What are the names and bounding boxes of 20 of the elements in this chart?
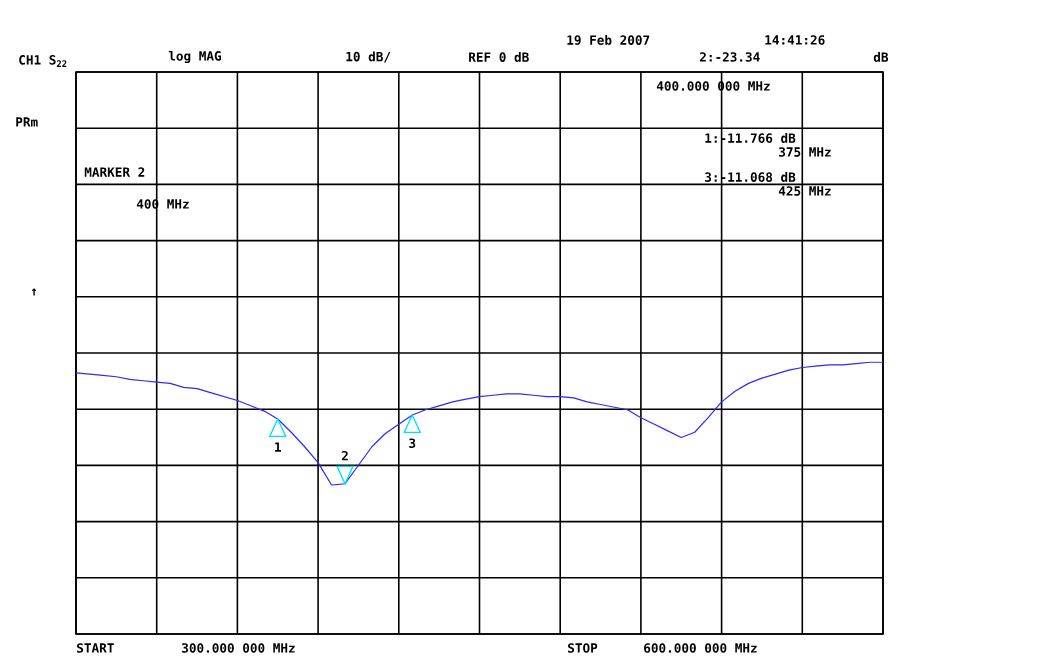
- text: 600.000 000 MHz: [644, 643, 757, 653]
- text: CH1 S$_{22}$: [19, 55, 67, 67]
- text: REF 0 dB: [469, 52, 529, 62]
- text: 2:-23.34: [699, 52, 760, 62]
- text: MARKER 2: [84, 167, 145, 177]
- text: dB: [873, 52, 889, 62]
- text: log MAG: [168, 50, 221, 64]
- annotation: 3: [409, 438, 416, 449]
- text: ↑: [31, 288, 37, 296]
- text: PRm: [16, 117, 38, 127]
- annotation: 1: [275, 442, 281, 452]
- text: STOP: [568, 643, 598, 653]
- text: 10 dB/: [346, 51, 391, 63]
- text: START: [77, 643, 114, 653]
- text: 19 Feb 2007: [567, 35, 650, 45]
- text: 300.000 000 MHz: [182, 643, 295, 653]
- text: 425 MHz: [778, 186, 831, 196]
- text: 14:41:26: [765, 35, 825, 45]
- annotation: 2: [341, 450, 348, 461]
- text: 375 MHz: [779, 147, 831, 157]
